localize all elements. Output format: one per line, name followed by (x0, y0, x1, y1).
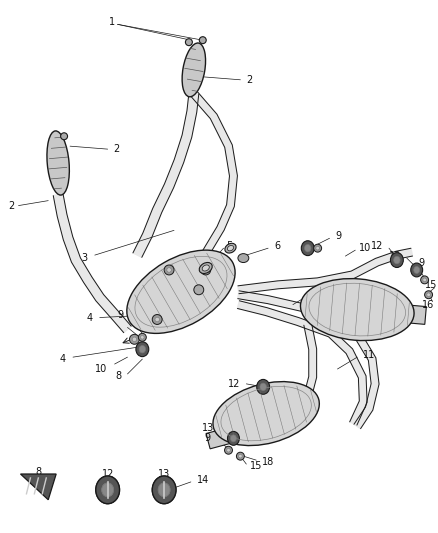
Ellipse shape (158, 483, 170, 497)
Text: 11: 11 (325, 283, 338, 293)
Polygon shape (238, 291, 379, 429)
Ellipse shape (47, 131, 69, 195)
Ellipse shape (227, 246, 233, 251)
Text: 9: 9 (336, 231, 342, 241)
Ellipse shape (300, 279, 414, 341)
Ellipse shape (394, 256, 400, 264)
Text: 11: 11 (363, 350, 375, 360)
Text: 15: 15 (250, 461, 263, 471)
Circle shape (152, 314, 162, 325)
Text: 12: 12 (371, 241, 383, 251)
Ellipse shape (411, 263, 423, 277)
Polygon shape (238, 248, 413, 294)
Ellipse shape (213, 382, 319, 446)
Polygon shape (53, 194, 131, 333)
Polygon shape (293, 324, 317, 423)
Ellipse shape (158, 483, 170, 497)
Ellipse shape (194, 285, 204, 295)
Text: 1: 1 (109, 18, 115, 27)
Text: 13: 13 (158, 469, 170, 479)
Circle shape (227, 448, 230, 452)
Ellipse shape (390, 253, 403, 268)
Circle shape (185, 39, 192, 46)
Circle shape (141, 336, 144, 339)
Ellipse shape (238, 254, 249, 263)
Ellipse shape (152, 476, 176, 504)
Text: 5: 5 (226, 241, 233, 251)
Circle shape (427, 293, 431, 296)
Circle shape (420, 276, 428, 284)
Text: 4: 4 (87, 312, 93, 322)
Circle shape (237, 452, 244, 460)
Text: 10: 10 (359, 243, 371, 253)
Ellipse shape (152, 476, 176, 504)
Ellipse shape (225, 243, 236, 253)
Ellipse shape (199, 262, 212, 273)
Text: 12: 12 (102, 469, 114, 479)
Ellipse shape (96, 476, 120, 504)
Circle shape (199, 37, 206, 44)
Text: 9: 9 (117, 310, 124, 320)
Polygon shape (307, 290, 346, 302)
Ellipse shape (182, 43, 205, 97)
Ellipse shape (301, 241, 314, 256)
Circle shape (424, 291, 433, 298)
Text: 13: 13 (202, 423, 215, 433)
Text: 10: 10 (95, 364, 108, 374)
Ellipse shape (227, 431, 240, 445)
Polygon shape (206, 428, 231, 449)
Text: 2: 2 (8, 200, 14, 211)
Text: 8: 8 (169, 319, 175, 329)
Text: 8: 8 (35, 467, 42, 477)
Ellipse shape (257, 379, 270, 394)
Polygon shape (191, 91, 237, 267)
Polygon shape (21, 474, 56, 500)
Ellipse shape (102, 483, 113, 497)
Ellipse shape (202, 265, 209, 271)
Circle shape (225, 446, 233, 454)
Text: 9: 9 (419, 258, 425, 268)
Text: 16: 16 (422, 300, 434, 310)
Circle shape (60, 133, 67, 140)
Ellipse shape (230, 435, 237, 442)
Ellipse shape (96, 476, 120, 504)
Circle shape (239, 455, 242, 458)
Polygon shape (133, 93, 199, 257)
Text: 8: 8 (115, 371, 121, 381)
Circle shape (167, 268, 171, 272)
Text: 17: 17 (303, 400, 315, 410)
Text: 4: 4 (193, 253, 199, 263)
Ellipse shape (414, 266, 420, 273)
Text: 14: 14 (197, 475, 209, 485)
Ellipse shape (136, 342, 149, 357)
Text: 12: 12 (228, 379, 240, 389)
Text: 7: 7 (155, 285, 161, 295)
Text: 13: 13 (389, 251, 401, 261)
Ellipse shape (201, 265, 211, 275)
Circle shape (164, 265, 174, 275)
Text: 18: 18 (262, 457, 275, 467)
Circle shape (316, 246, 319, 250)
Circle shape (132, 337, 137, 342)
Polygon shape (403, 305, 426, 325)
Text: 2: 2 (246, 75, 253, 85)
Text: 9: 9 (205, 433, 211, 443)
Ellipse shape (127, 250, 235, 334)
Circle shape (155, 317, 159, 322)
Circle shape (138, 333, 146, 341)
Circle shape (130, 334, 139, 344)
Text: 2: 2 (113, 144, 120, 154)
Polygon shape (237, 301, 367, 425)
Text: 15: 15 (425, 280, 438, 290)
Ellipse shape (260, 383, 266, 391)
Text: 6: 6 (274, 241, 280, 251)
Ellipse shape (139, 345, 145, 353)
Circle shape (314, 244, 321, 252)
Circle shape (423, 278, 427, 281)
Text: 4: 4 (60, 354, 66, 364)
Ellipse shape (102, 483, 113, 497)
Text: 3: 3 (82, 253, 88, 263)
Ellipse shape (304, 245, 311, 252)
